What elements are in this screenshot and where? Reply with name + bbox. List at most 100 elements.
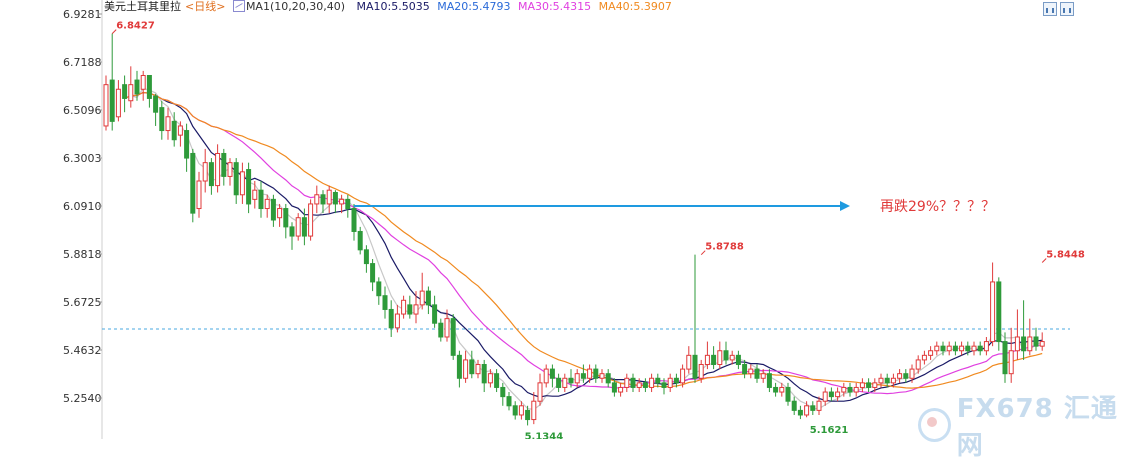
candle-body [791,400,797,411]
candle-body [890,377,896,384]
candle-body [134,79,140,95]
candle-body [903,373,909,379]
target-arrow-label: 再跌29%？？？？ [880,199,995,215]
candle-body [258,189,264,210]
candle-body [711,354,717,366]
annotation-pointer [700,250,706,256]
candle-body [295,217,301,237]
candle-body [512,405,518,416]
candle-body [983,341,989,352]
y-tick-label: 6.9281 [63,8,102,21]
candle-body [568,377,574,384]
legend-period[interactable]: <日线> [185,0,226,13]
candle-body [897,373,903,379]
ma40-line [124,91,1043,389]
candle-body [376,281,382,297]
candle-body [587,368,593,379]
target-arrow-head [840,201,850,212]
candle-body [264,198,270,210]
candle-body [425,290,431,306]
candle-body [593,368,599,379]
candle-body [611,382,617,393]
ma30-line [124,91,1043,395]
candle-body [909,368,915,379]
candle-body [326,189,332,205]
candle-body [624,377,630,388]
candle-body [1039,341,1045,347]
chart-type-icon[interactable] [1060,2,1074,16]
candle-body [208,162,214,187]
candle-body [525,409,531,421]
candle-body [332,191,338,205]
legend-ma20: MA20:5.4793 [437,0,511,13]
candle-body [686,354,692,370]
candle-body [382,295,388,310]
candle-body [556,377,562,388]
candle-body [729,354,735,361]
legend-ma10: MA10:5.5035 [356,0,430,13]
candle-body [723,350,729,361]
candle-body [884,377,890,384]
candle-body [940,345,946,352]
candle-body [1002,341,1008,375]
candle-body [370,263,376,283]
candle-body [314,194,320,205]
candle-body [419,290,425,306]
candle-body [766,373,772,388]
candle-body [649,377,655,388]
candle-body [835,391,841,398]
candle-body [754,368,760,379]
candle-body [828,391,834,398]
candle-body [438,322,444,338]
candle-body [946,345,952,352]
candle-body [971,345,977,352]
moving-average-icon [232,0,245,12]
legend-ma-params: MA1(10,20,30,40) [245,0,346,13]
candle-body [506,396,512,407]
candle-body [202,162,208,182]
annotation-high-label: 5.8448 [1046,249,1085,260]
candle-body [301,217,307,237]
candle-body [190,152,196,214]
candle-body [990,281,996,343]
annotation-high-label: 6.8427 [116,21,155,32]
candle-body [742,364,748,375]
y-tick-label: 5.8818 [63,248,102,261]
candle-body [140,74,146,90]
candle-body [816,400,822,411]
legend-symbol: 美元土耳其里拉 [104,0,181,13]
candle-body [320,194,326,205]
candle-body [965,345,971,352]
candle-body [463,359,469,379]
legend-ma-group[interactable]: MA1(10,20,30,40) [232,0,349,13]
annotation-pointer [1041,258,1047,263]
candle-body [184,130,190,159]
candle-body [934,345,940,352]
candle-body [543,368,549,384]
candle-body [239,171,245,196]
candle-body [394,313,400,329]
candle-body [432,304,438,324]
candle-body [785,386,791,402]
candle-body [531,400,537,421]
candle-body [518,405,524,416]
candle-body [760,373,766,379]
fx678-logo-icon [918,408,951,442]
candle-body [810,405,816,411]
candle-body [698,364,704,379]
candle-body [357,230,363,251]
candle-body [165,116,171,132]
candlestick-icon[interactable] [1043,2,1057,16]
candle-body [580,373,586,379]
candle-body [450,318,456,356]
candle-body [128,84,134,102]
candle-body [252,189,258,200]
candle-body [475,364,481,375]
y-tick-label: 6.5096 [63,104,102,117]
candle-body [246,169,252,205]
candle-body [122,84,128,99]
candle-body [283,208,289,228]
candle-body [680,368,686,384]
candle-body [456,354,462,379]
candle-body [779,386,785,393]
